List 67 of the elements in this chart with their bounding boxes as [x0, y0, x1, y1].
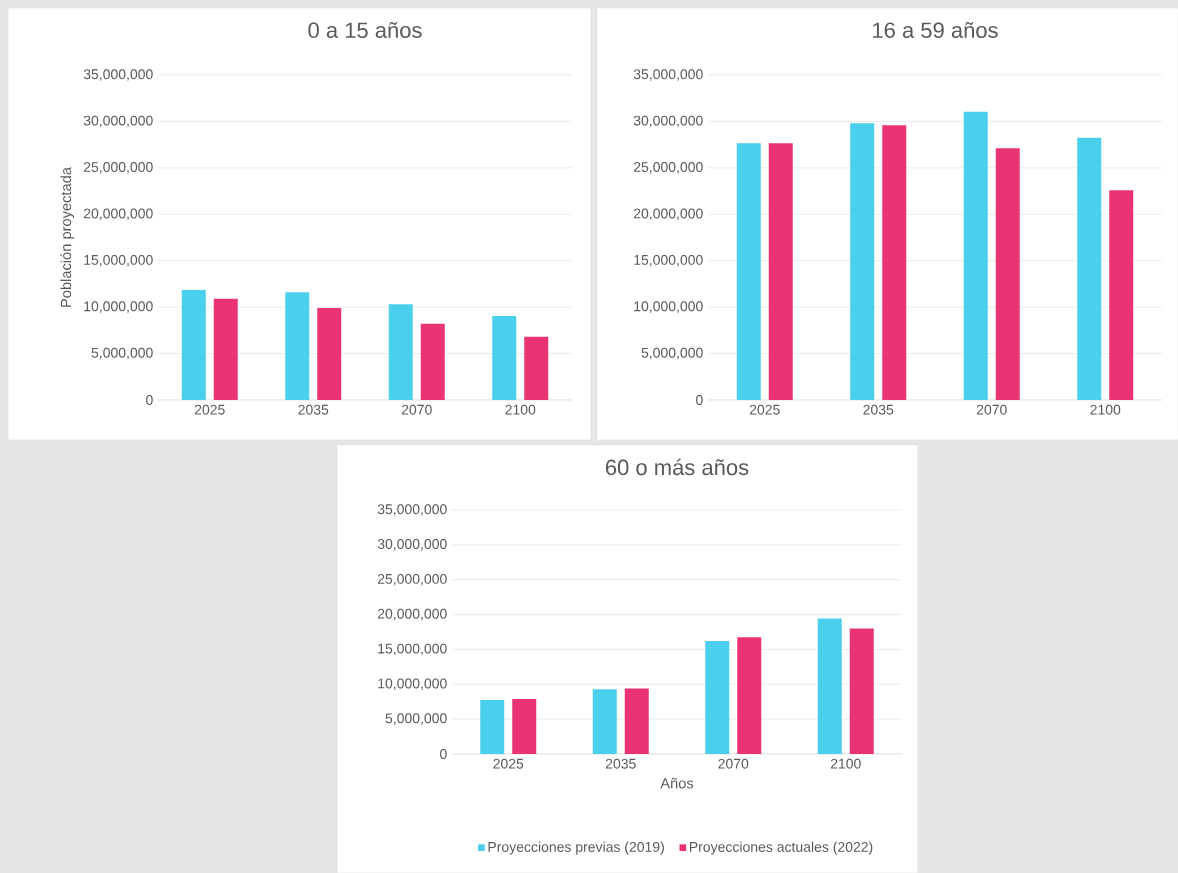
- chart-title: 16 a 59 años: [873, 21, 998, 38]
- bar: [817, 618, 842, 754]
- bar: [850, 123, 875, 400]
- y-tick-label: 10,000,000: [84, 301, 153, 313]
- chart-title: 60 o más años: [605, 458, 749, 476]
- x-tick-label: 2070: [401, 404, 432, 415]
- bar: [1109, 190, 1134, 400]
- bar: [624, 688, 649, 754]
- y-tick-label: 10,000,000: [378, 678, 447, 691]
- bar: [524, 336, 549, 400]
- chart-title: 0 a 15 años: [308, 21, 422, 38]
- bar: [592, 689, 617, 754]
- bar: [285, 292, 310, 400]
- y-tick-label: 35,000,000: [633, 69, 703, 81]
- y-tick-label: 20,000,000: [633, 208, 703, 221]
- x-tick-label: 2025: [194, 404, 225, 415]
- y-tick-label: 10,000,000: [634, 301, 703, 313]
- x-tick-label: 2025: [749, 404, 780, 415]
- bar: [181, 289, 206, 400]
- legend-label: Proyecciones previas (2019): [488, 841, 664, 855]
- x-tick-label: 2035: [863, 404, 894, 415]
- y-tick-label: 20,000,000: [83, 208, 153, 221]
- bar: [388, 304, 413, 400]
- bar: [705, 641, 730, 754]
- bar: [480, 699, 505, 754]
- y-tick-label: 30,000,000: [83, 115, 153, 128]
- y-tick-label: 5,000,000: [385, 713, 447, 725]
- x-tick-label: 2100: [1090, 404, 1121, 415]
- bar: [736, 143, 761, 400]
- x-tick-label: 2035: [298, 404, 329, 415]
- x-tick-label: 2100: [830, 758, 861, 769]
- y-tick-label: 30,000,000: [633, 115, 703, 128]
- y-tick-label: 35,000,000: [377, 504, 447, 516]
- y-tick-label: 25,000,000: [377, 573, 447, 586]
- y-axis-title: Población proyectada: [60, 167, 75, 307]
- y-tick-label: 15,000,000: [84, 254, 153, 267]
- y-tick-label: 15,000,000: [378, 643, 447, 656]
- bar: [317, 308, 342, 400]
- y-tick-label: 5,000,000: [641, 347, 703, 360]
- y-tick-label: 30,000,000: [377, 539, 447, 551]
- bar: [849, 628, 874, 754]
- x-tick-label: 2100: [505, 404, 536, 415]
- x-axis-title: Años: [660, 777, 694, 789]
- y-tick-label: 25,000,000: [83, 162, 153, 174]
- bar: [963, 111, 988, 400]
- x-tick-label: 2070: [976, 404, 1007, 415]
- bar: [995, 148, 1020, 400]
- x-tick-label: 2035: [605, 758, 636, 769]
- y-tick-label: 35,000,000: [83, 69, 153, 81]
- bar: [420, 323, 445, 400]
- bar: [213, 298, 238, 400]
- bar: [492, 315, 517, 400]
- x-tick-label: 2025: [493, 758, 524, 769]
- bar: [1077, 137, 1102, 400]
- bar: [737, 637, 762, 754]
- bar: [882, 125, 907, 400]
- y-tick-label: 25,000,000: [633, 162, 703, 174]
- legend-label: Proyecciones actuales (2022): [689, 841, 873, 855]
- y-tick-label: 20,000,000: [377, 608, 447, 621]
- bar: [768, 143, 793, 400]
- y-tick-label: 0: [440, 749, 447, 759]
- bar: [512, 698, 537, 754]
- y-tick-label: 5,000,000: [91, 347, 153, 360]
- x-tick-label: 2070: [718, 758, 749, 769]
- y-tick-label: 0: [146, 395, 153, 405]
- y-tick-label: 0: [696, 395, 703, 405]
- y-tick-label: 15,000,000: [634, 254, 703, 267]
